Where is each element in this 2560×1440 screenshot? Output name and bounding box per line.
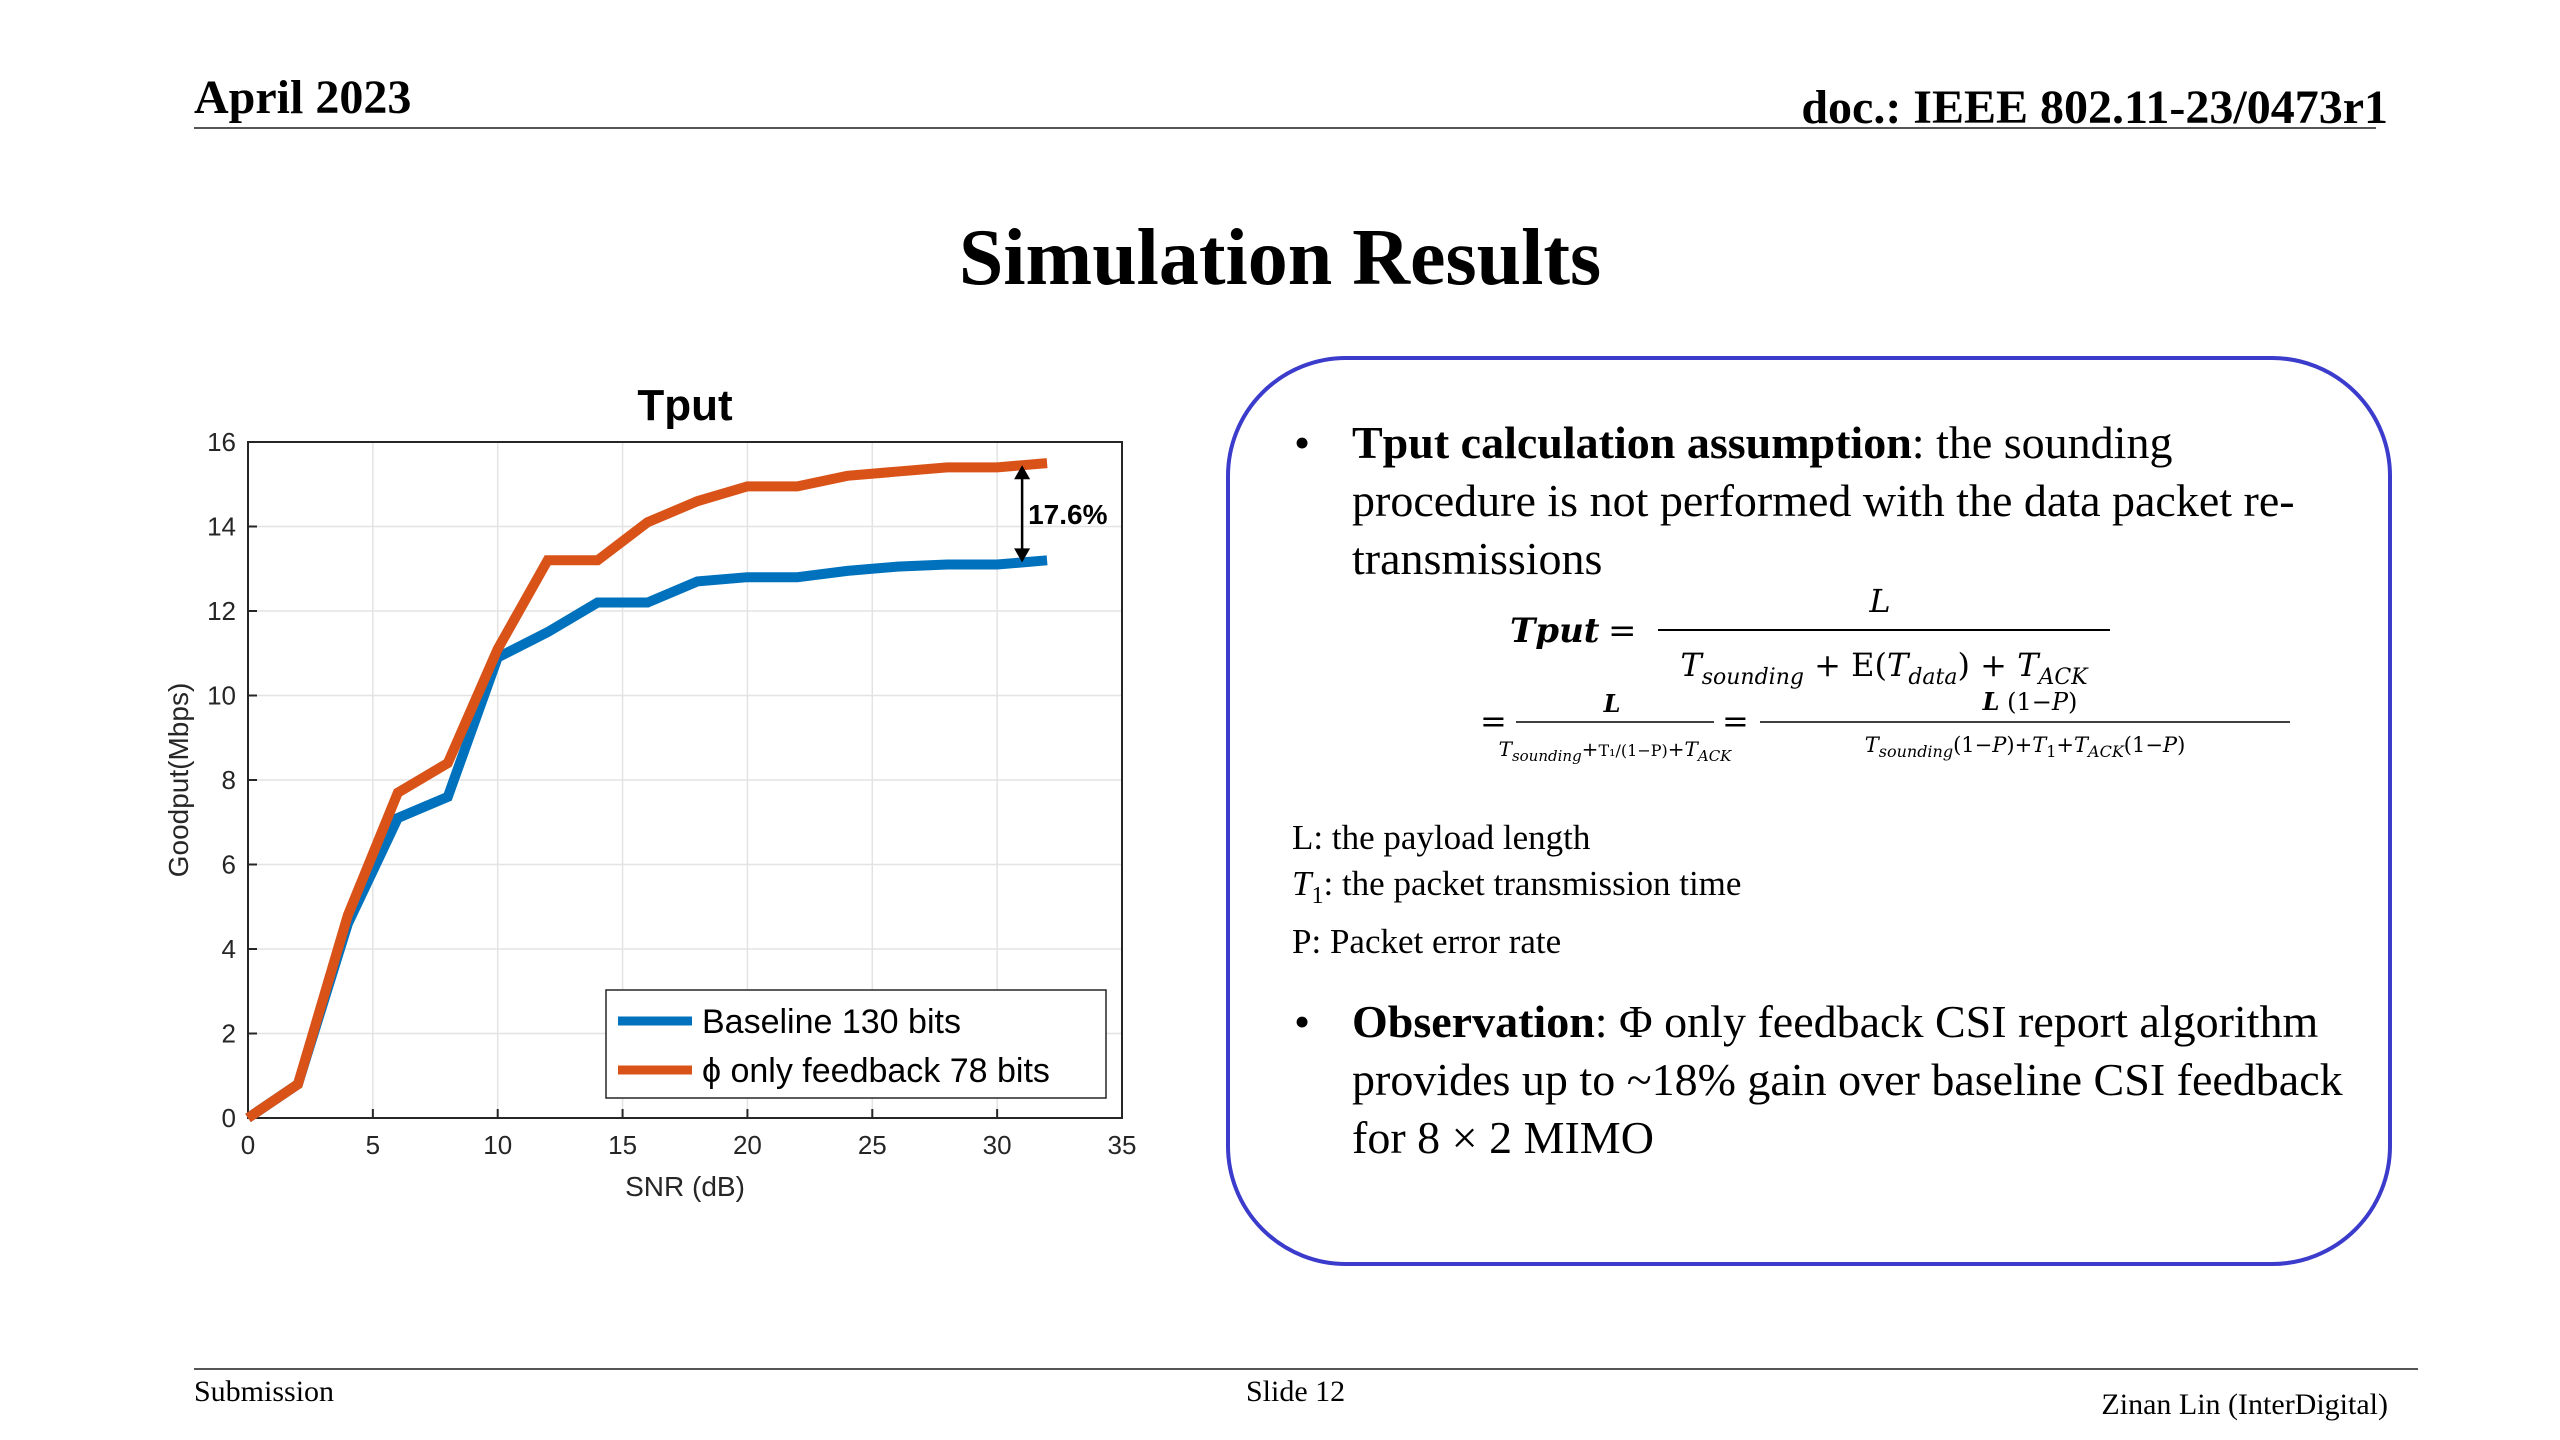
formula-equals-3: = xyxy=(1722,702,1749,740)
footer-author: Zinan Lin (InterDigital) xyxy=(2101,1388,2388,1421)
y-tick-label: 12 xyxy=(207,596,236,626)
y-tick-label: 6 xyxy=(222,850,236,880)
footer-divider xyxy=(194,1368,2418,1370)
formula-line2b-denominator: Tsounding(1−P)+T1+TACK(1−P) xyxy=(1865,733,2186,761)
bullet-tput-assumption: • Tput calculation assumption: the sound… xyxy=(1294,414,2332,588)
chart-legend: Baseline 130 bits ϕ only feedback 78 bit… xyxy=(605,989,1107,1099)
y-tick-label: 8 xyxy=(222,765,236,795)
formula-lhs: Tput xyxy=(1510,611,1600,651)
bullet-observation-heading: Observation xyxy=(1352,996,1595,1047)
y-tick-label: 2 xyxy=(222,1019,236,1049)
series-line-baseline xyxy=(245,555,1048,1123)
definition-l: L: the payload length xyxy=(1292,818,1591,857)
x-tick-label: 20 xyxy=(733,1130,762,1160)
annotation-arrow-head-top xyxy=(1014,465,1031,480)
annotation-label: 17.6% xyxy=(1028,499,1107,530)
x-axis-label: SNR (dB) xyxy=(625,1171,745,1202)
explanation-panel xyxy=(1226,356,2392,1266)
definition-p: P: Packet error rate xyxy=(1292,922,1562,961)
header-date: April 2023 xyxy=(194,71,412,124)
annotation-arrow-head-bottom xyxy=(1014,548,1031,563)
bullet-dot: • xyxy=(1294,417,1311,468)
definition-t1: T1: the packet transmission time xyxy=(1292,864,1742,909)
definitions-list: L: the payload length T1: the packet tra… xyxy=(1292,815,1741,965)
formula-line2a-denominator: Tsounding+T₁/(1−P)+TACK xyxy=(1499,737,1733,765)
legend-box xyxy=(605,989,1107,1099)
footer-slide-number: Slide 12 xyxy=(1246,1375,1346,1408)
legend-label-phi: ϕ only feedback 78 bits xyxy=(702,1052,1050,1090)
y-tick-label: 14 xyxy=(207,512,236,542)
x-tick-label: 30 xyxy=(983,1130,1012,1160)
slide-title: Simulation Results xyxy=(958,214,1602,302)
formula-equals-1: = xyxy=(1608,611,1637,651)
bullet-observation: • Observation: Φ only feedback CSI repor… xyxy=(1294,993,2352,1167)
formula-equals-2: = xyxy=(1480,702,1507,740)
formula-line2b-numerator: L (1−P) xyxy=(1982,687,2078,716)
chart-title: Tput xyxy=(637,381,733,430)
y-tick-label: 10 xyxy=(207,681,236,711)
x-tick-label: 15 xyxy=(608,1130,637,1160)
x-tick-label: 0 xyxy=(241,1130,255,1160)
x-tick-label: 5 xyxy=(366,1130,380,1160)
y-tick-label: 4 xyxy=(222,934,236,964)
series-line-phi xyxy=(245,458,1048,1123)
bullet-tput-text: : the sounding procedure is not performe… xyxy=(1352,417,2295,584)
formula-line1-denominator: Tsounding + E(Tdata) + TACK xyxy=(1680,646,2089,690)
header-doc-id: doc.: IEEE 802.11-23/0473r1 xyxy=(1801,81,2388,134)
footer-submission: Submission xyxy=(194,1375,335,1408)
bullet-dot: • xyxy=(1294,996,1311,1047)
tput-chart: Tput 0 5 10 15 20 25 30 35 0 2 4 6 8 10 12 14 16 17.6% S… xyxy=(163,381,1136,1202)
bullet-tput-heading: Tput calculation assumption xyxy=(1352,417,1912,468)
x-tick-label: 35 xyxy=(1108,1130,1137,1160)
x-tick-label: 10 xyxy=(483,1130,512,1160)
formula-line1-numerator: L xyxy=(1868,582,1890,620)
header-divider xyxy=(194,127,2376,129)
tput-formula: Tput = L Tsounding + E(Tdata) + TACK = L… xyxy=(1480,582,2290,765)
gap-annotation: 17.6% xyxy=(1014,465,1108,563)
bullet-observation-text: : Φ only feedback CSI report algorithm p… xyxy=(1352,996,2343,1163)
axis-ticks: 0 5 10 15 20 25 30 35 0 2 4 6 8 10 12 14 16 xyxy=(207,427,1136,1160)
series-lines xyxy=(245,458,1048,1123)
formula-line2a-numerator: L xyxy=(1603,689,1621,718)
x-tick-label: 25 xyxy=(858,1130,887,1160)
legend-label-baseline: Baseline 130 bits xyxy=(702,1003,961,1041)
y-tick-label: 0 xyxy=(222,1103,236,1133)
y-axis-label: Goodput(Mbps) xyxy=(163,683,194,878)
y-tick-label: 16 xyxy=(207,427,236,457)
